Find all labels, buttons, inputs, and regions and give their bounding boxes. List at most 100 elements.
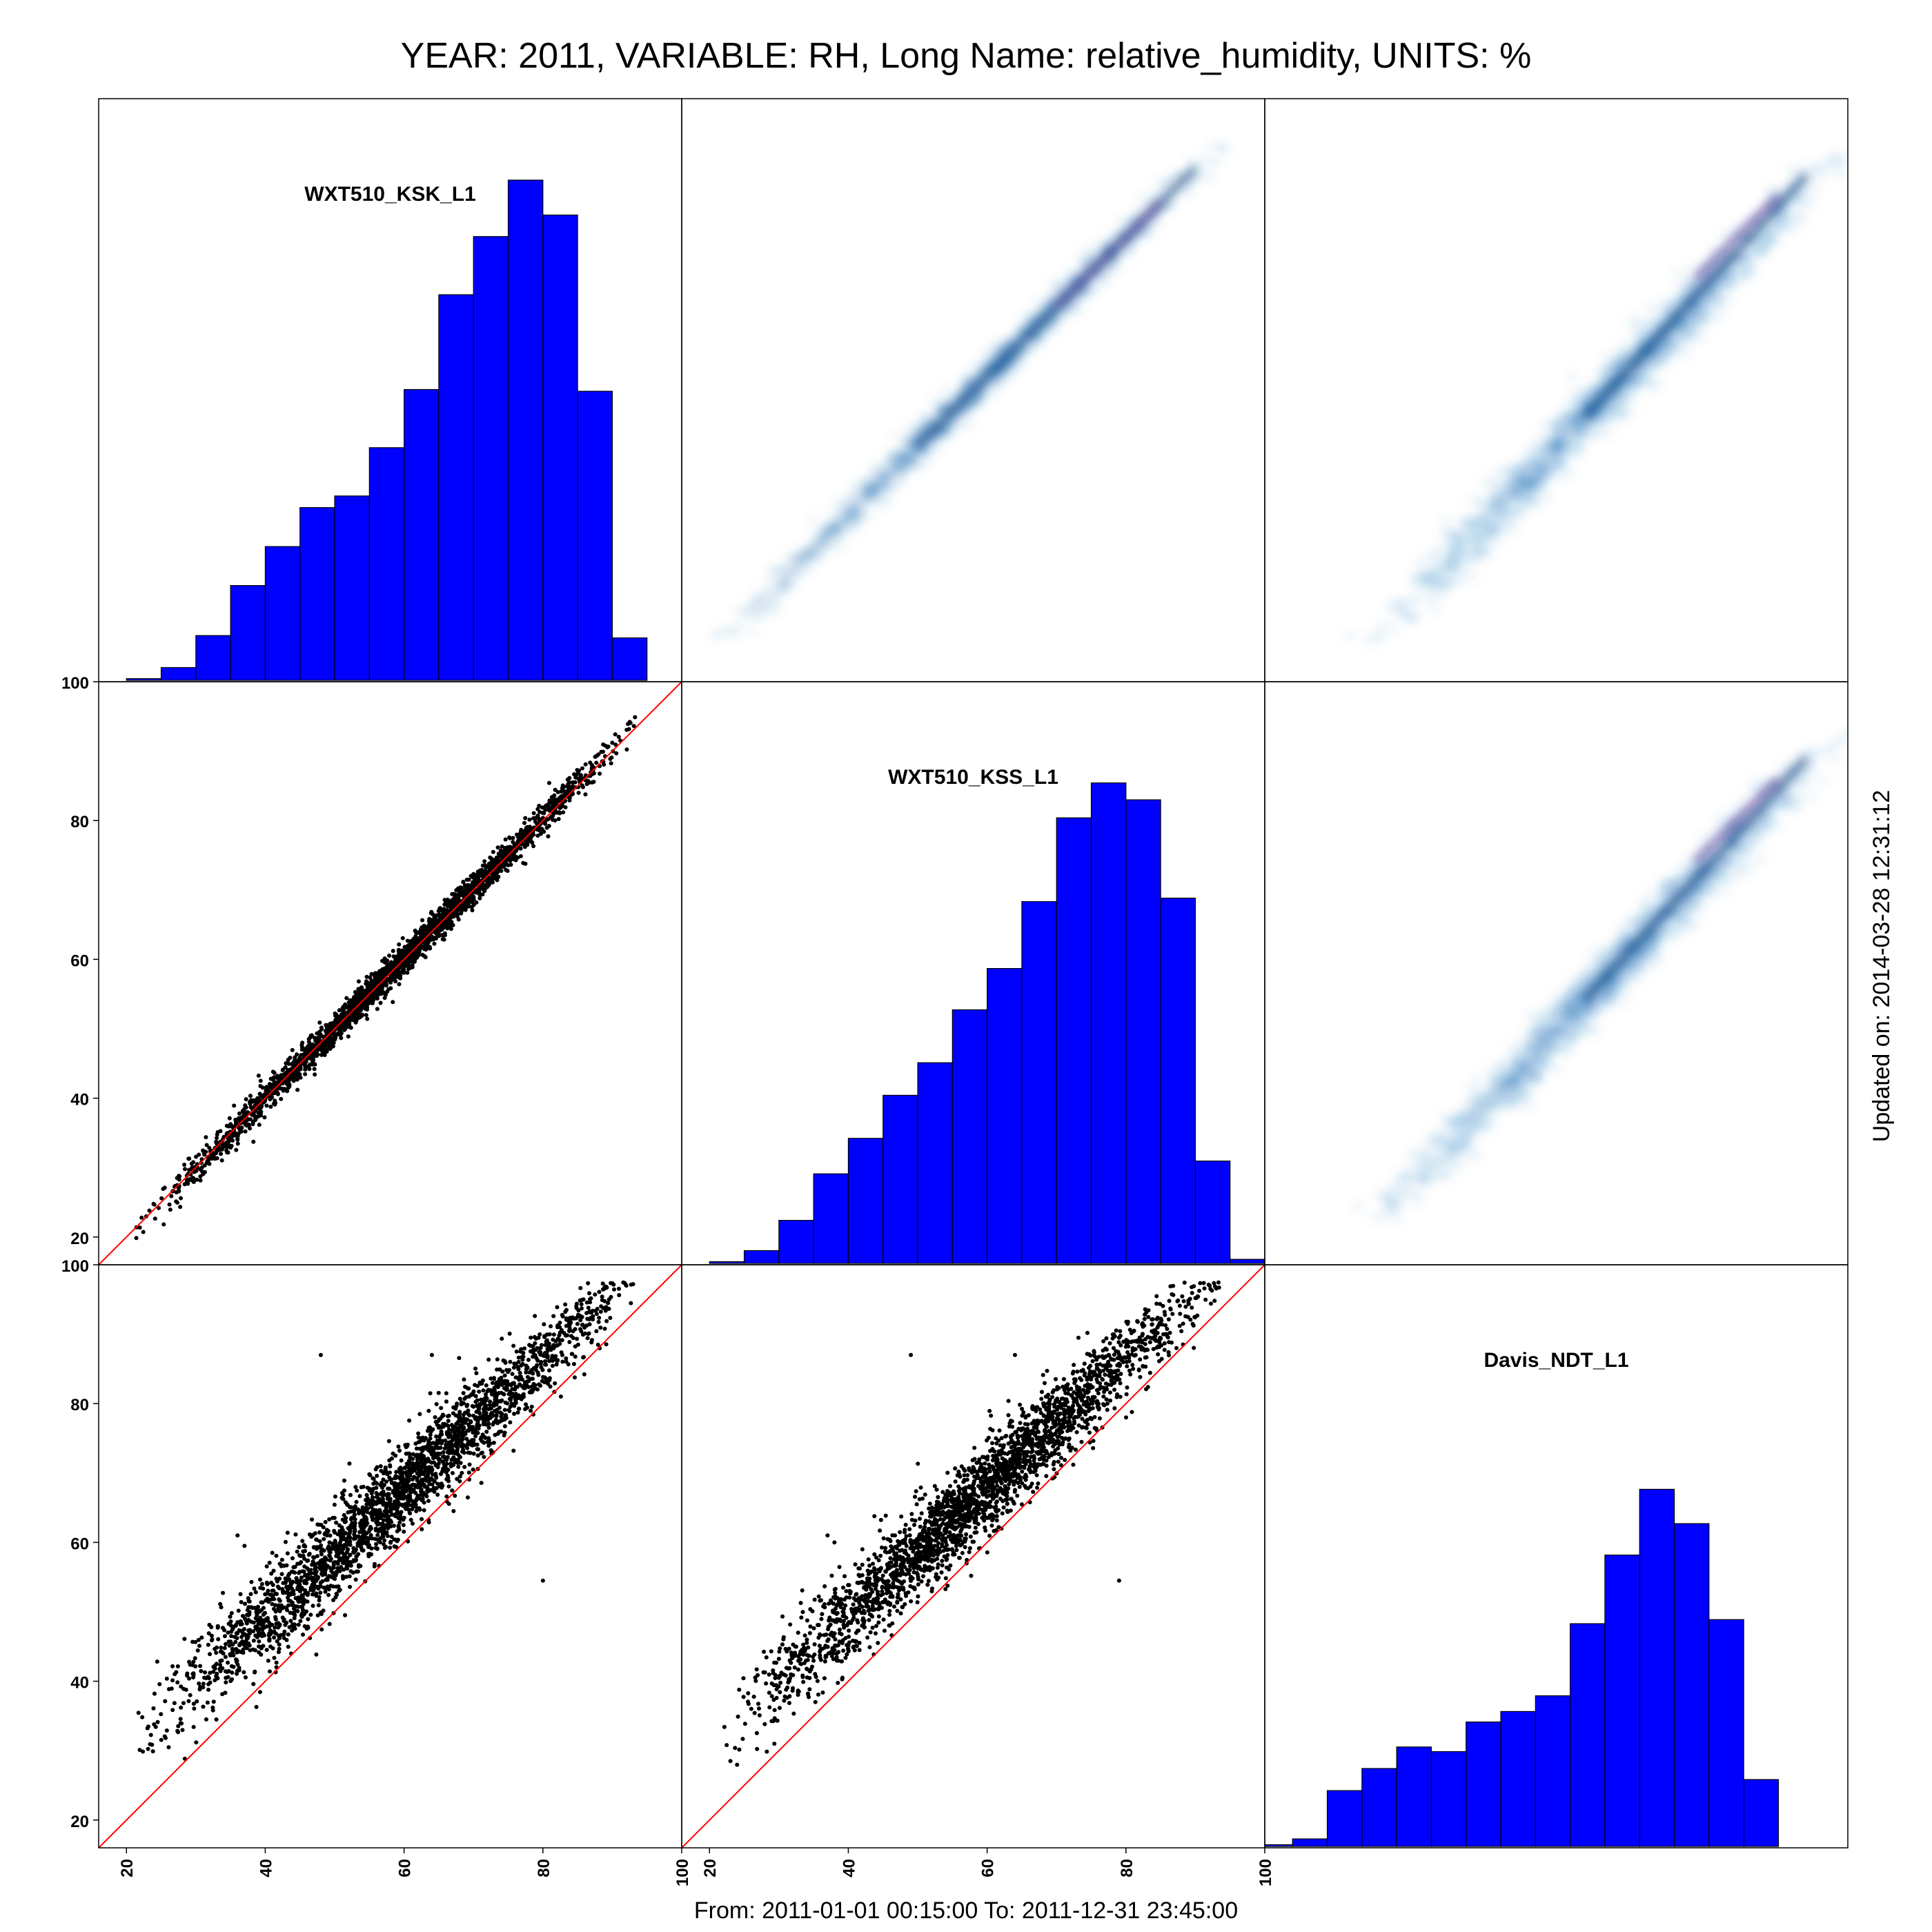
density-cell: [1792, 167, 1805, 175]
density-cell: [937, 409, 947, 415]
density-cell: [797, 567, 807, 573]
density-cell: [1601, 429, 1614, 437]
density-cell: [931, 419, 941, 426]
density-cell: [989, 342, 999, 348]
density-cell: [806, 542, 816, 549]
density-cell: [1448, 558, 1461, 566]
density-cell: [1639, 965, 1652, 974]
histogram-bar: [126, 678, 162, 681]
density-cell: [1345, 632, 1358, 640]
density-cell: [1532, 442, 1546, 451]
density-cell: [907, 441, 917, 447]
density-cell: [1552, 1022, 1565, 1030]
density-cell: [1450, 1129, 1463, 1137]
density-cell: [1056, 314, 1066, 320]
density-cell: [1030, 333, 1041, 339]
density-cell: [1828, 151, 1842, 159]
density-cell: [1503, 1094, 1516, 1102]
density-cell: [1379, 1195, 1392, 1203]
density-cell: [1392, 600, 1405, 608]
density-cell: [941, 424, 952, 430]
density-cell: [1508, 1045, 1521, 1053]
density-cell: [1601, 978, 1614, 986]
histogram-bar: [883, 1094, 918, 1264]
density-cell: [822, 534, 832, 540]
density-cell: [1208, 142, 1218, 148]
density-cell: [1448, 532, 1461, 540]
density-cell: [1634, 923, 1647, 931]
density-cell: [1833, 170, 1846, 179]
density-cell: [1700, 874, 1713, 883]
density-cell: [919, 431, 929, 437]
density-cell: [1096, 275, 1106, 281]
histogram-bar: [1673, 1523, 1710, 1847]
density-cell: [1586, 382, 1599, 391]
density-cell: [1626, 353, 1639, 361]
density-cell: [828, 508, 838, 515]
density-cell: [1374, 622, 1388, 630]
identity-line: [682, 1265, 1265, 1848]
density-cell: [1065, 303, 1076, 309]
density-cell: [1572, 440, 1585, 448]
density-cell: [1492, 1061, 1506, 1069]
density-cell: [1572, 388, 1585, 396]
density-cell: [1070, 295, 1081, 302]
density-cell: [1715, 877, 1728, 885]
density-cell: [1708, 291, 1721, 299]
x-tick-label: 20: [701, 1859, 720, 1877]
density-cell: [985, 379, 995, 386]
histogram-bar: [847, 1138, 884, 1264]
density-cell: [805, 566, 815, 572]
density-cell: [1604, 988, 1617, 996]
density-cell: [1113, 230, 1123, 237]
density-cell: [1732, 852, 1745, 860]
density-cell: [1581, 1017, 1595, 1025]
density-cell: [1738, 219, 1751, 226]
density-cell: [983, 362, 994, 368]
histogram-panel: WXT510_KSS_L1: [709, 766, 1265, 1264]
density-cell: [1521, 462, 1534, 471]
histogram-bar: [952, 1009, 988, 1264]
density-cell: [1753, 787, 1766, 796]
density-cell: [848, 483, 858, 489]
density-cell: [840, 502, 850, 508]
density-cell: [896, 460, 906, 466]
density-cell: [1043, 325, 1054, 332]
density-cell: [1734, 250, 1747, 259]
x-tick-label: 40: [257, 1859, 275, 1877]
density-cell: [1810, 161, 1823, 170]
density-cell: [918, 417, 928, 423]
density-cell: [1425, 595, 1438, 603]
density-cell: [1677, 871, 1690, 880]
density-cell: [1009, 365, 1020, 371]
density-cell: [1573, 426, 1586, 434]
density-cell: [1561, 470, 1574, 478]
density-cell: [794, 562, 805, 569]
density-cell: [1448, 1121, 1461, 1129]
y-tick-label: 80: [70, 1396, 89, 1414]
density-cell: [1619, 353, 1633, 361]
density-cell: [712, 633, 722, 640]
density-cell: [809, 546, 820, 552]
density-cell: [1481, 1120, 1495, 1128]
histogram-bar: [1430, 1751, 1467, 1847]
density-cell: [1617, 960, 1630, 968]
density-cell: [1737, 271, 1750, 279]
density-cell: [1653, 308, 1666, 317]
scatter-panel: [99, 682, 682, 1265]
density-cell: [911, 466, 921, 472]
density-cell: [1160, 179, 1170, 186]
density-cell: [851, 504, 862, 510]
histogram-bar: [1639, 1488, 1675, 1847]
density-cell: [1830, 161, 1843, 170]
density-cell: [1581, 983, 1594, 990]
density-cell: [1415, 1175, 1428, 1183]
density-cell: [1553, 1033, 1566, 1041]
density-cell: [1758, 817, 1771, 825]
density-cell: [1804, 749, 1817, 757]
density-cell: [1701, 841, 1714, 849]
density-cell: [1436, 1170, 1449, 1179]
density-cell: [1753, 855, 1766, 863]
density-cell: [1654, 317, 1667, 325]
density-cell: [1100, 271, 1110, 277]
